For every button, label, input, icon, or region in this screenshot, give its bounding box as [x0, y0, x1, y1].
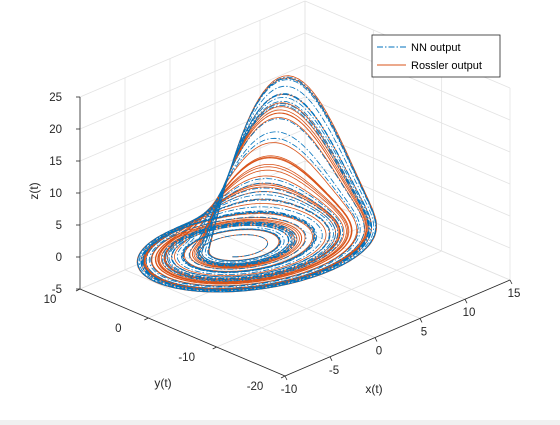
y-tick-mark	[144, 317, 149, 321]
x-tick-label: -10	[281, 384, 298, 396]
x-tick-label: -5	[329, 365, 339, 377]
z-tick-label: 15	[49, 156, 62, 168]
x-tick-label: 5	[421, 326, 427, 338]
x-tick-mark	[329, 356, 333, 361]
axes-layer	[75, 96, 513, 381]
z-axis-label: z(t)	[27, 182, 41, 199]
y-tick-label: 0	[115, 323, 121, 335]
grid-line-z	[304, 128, 511, 217]
x-axis-line	[284, 279, 511, 377]
grid-line-x	[124, 269, 331, 358]
axes-panel-0	[80, 193, 510, 376]
x-tick-mark	[284, 375, 288, 381]
y-tick-mark	[212, 346, 217, 350]
legend-box	[371, 34, 501, 78]
grid-line-z	[79, 96, 306, 194]
z-tick-label: 25	[49, 92, 62, 104]
grid-line-z	[79, 32, 306, 130]
series-line-0	[137, 76, 377, 293]
y-tick-label: -10	[178, 352, 195, 364]
grid-line-y	[216, 250, 442, 348]
grid-line-x	[169, 250, 376, 338]
x-tick-mark	[419, 318, 423, 323]
legend-label-nn-output: NN output	[411, 42, 461, 54]
z-tick-label: 20	[49, 124, 62, 136]
z-tick-label: 5	[56, 220, 62, 232]
grid-line-x	[259, 211, 466, 300]
x-tick-label: 15	[508, 288, 521, 300]
x-tick-mark	[464, 299, 468, 304]
x-axis-label: x(t)	[365, 382, 382, 396]
legend-label-rossler-output: Rossler output	[411, 60, 482, 72]
y-tick-label: 10	[44, 294, 57, 306]
grid-line-z	[79, 160, 306, 258]
z-tick-label: -5	[52, 284, 62, 296]
x-tick-label: 10	[463, 307, 476, 319]
grid-line-z	[79, 64, 306, 162]
grid-line-z	[79, 192, 306, 290]
y-axis-label: y(t)	[154, 376, 171, 390]
x-tick-mark	[374, 337, 378, 342]
grid-line-z	[304, 64, 511, 153]
y-tick-mark	[280, 375, 286, 379]
x-tick-mark	[509, 279, 513, 285]
grid-line-z	[79, 128, 306, 226]
y-axis-line	[79, 288, 286, 377]
grid-line-y	[148, 221, 374, 319]
series-layer	[136, 75, 377, 293]
grid-line-z	[304, 96, 511, 185]
grid-line-z	[79, 0, 306, 98]
z-tick-label: 0	[56, 252, 62, 264]
x-tick-label: 0	[376, 346, 382, 358]
y-tick-label: -20	[247, 381, 264, 393]
z-tick-label: 10	[49, 188, 62, 200]
legend[interactable]: NN output Rossler output	[371, 34, 501, 78]
